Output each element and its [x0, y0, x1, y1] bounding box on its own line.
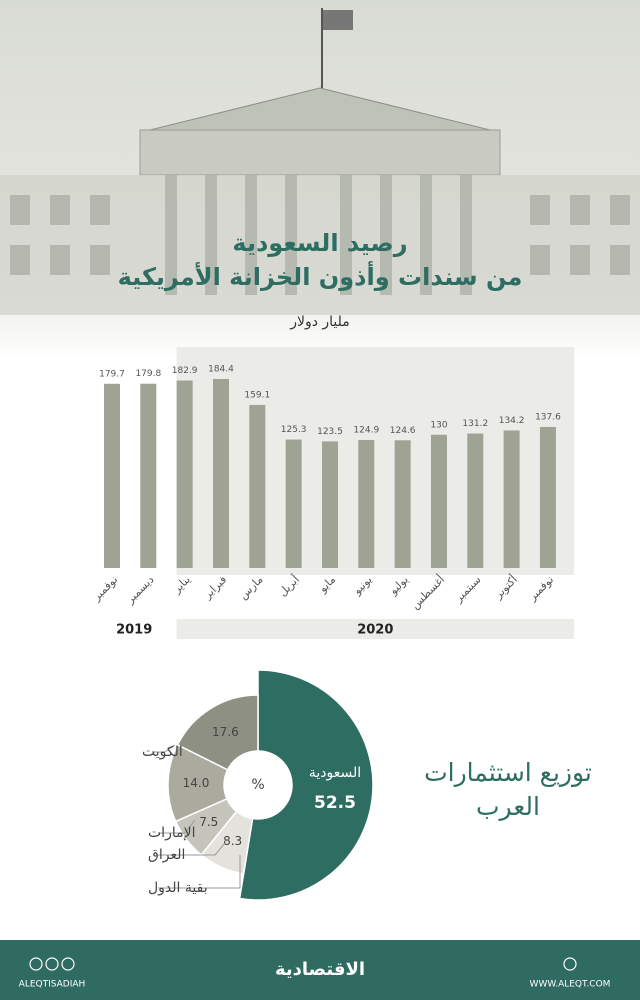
bar	[176, 380, 193, 568]
value-label: 124.9	[353, 425, 379, 435]
footer	[0, 940, 640, 1000]
value-label: 184.4	[208, 364, 234, 374]
bar	[430, 434, 447, 568]
x-tick-label: سبتمبر	[451, 573, 483, 605]
x-tick-label: نوفمبر	[89, 573, 120, 604]
value-label: 137.6	[535, 412, 561, 422]
leader-line	[152, 744, 176, 753]
donut-title: توزيع استثمارات العرب	[424, 758, 592, 821]
value-label: 17.6	[212, 725, 239, 739]
footer-url: WWW.ALEQT.COM	[530, 980, 611, 990]
value-label: 134.2	[499, 416, 525, 426]
value-label: 123.5	[317, 427, 343, 437]
category-label: السعودية	[309, 765, 361, 781]
x-tick-label: يونيو	[350, 573, 375, 598]
x-tick-label: أبريل	[275, 572, 302, 599]
value-label: 131.2	[462, 419, 488, 429]
year-band	[176, 619, 575, 639]
x-tick-label: فبراير	[200, 573, 229, 602]
center-label: %	[251, 777, 264, 793]
year-label: 2020	[357, 623, 393, 638]
bar	[104, 383, 120, 568]
chart-title: رصيد السعودية	[232, 229, 407, 257]
header-illustration	[0, 0, 640, 360]
footer-handle: ALEQTISADIAH	[19, 980, 86, 990]
x-tick-label: نوفمبر	[525, 573, 556, 604]
bar	[539, 426, 556, 568]
bar	[321, 441, 338, 568]
value-label: 179.8	[135, 369, 161, 379]
bar	[140, 383, 157, 568]
bar	[249, 404, 266, 568]
bar	[212, 378, 229, 568]
category-label: الإمارات	[148, 825, 195, 841]
x-tick-label: أكتوبر	[491, 572, 520, 601]
chart-title: من سندات وأذون الخزانة الأمريكية	[118, 261, 523, 291]
category-label: العراق	[148, 847, 185, 863]
bar	[285, 439, 302, 568]
donut-chart: 52.5 السعودية 8.3 بقية الدول 7.5 العراق 14.0 ال…	[142, 669, 374, 901]
bar	[358, 439, 375, 568]
value-label: 179.7	[99, 369, 125, 379]
x-tick-label: مايو	[316, 573, 339, 596]
bar-chart: 2019 2020 179.7 نوفمبر 179.8 ديسمبر 182.9 يناير…	[89, 347, 575, 639]
x-tick-label: أغسطس	[408, 572, 447, 611]
chart-subtitle: مليار دولار	[289, 314, 350, 330]
value-label: 124.6	[390, 426, 416, 436]
bar	[467, 433, 484, 568]
value-label: 159.1	[244, 390, 270, 400]
value-label: 14.0	[183, 776, 210, 790]
value-label: 52.5	[314, 793, 356, 813]
x-tick-label: ديسمبر	[123, 573, 157, 607]
bar	[503, 430, 520, 568]
value-label: 125.3	[281, 425, 307, 435]
category-label: الكويت	[142, 744, 183, 760]
footer-brand: الاقتصادية	[275, 959, 365, 980]
value-label: 130	[430, 420, 447, 430]
bar	[394, 440, 411, 568]
x-tick-label: مارس	[237, 573, 266, 602]
year-label: 2019	[116, 623, 152, 638]
category-label: بقية الدول	[148, 880, 208, 896]
donut-hole	[224, 751, 292, 819]
value-label: 8.3	[223, 834, 242, 848]
leader-line	[158, 842, 226, 856]
leader-line	[158, 855, 241, 889]
value-label: 182.9	[172, 366, 198, 376]
leader-line	[158, 819, 196, 834]
x-tick-label: يوليو	[386, 573, 411, 598]
x-tick-label: يناير	[170, 573, 193, 596]
value-label: 7.5	[199, 815, 218, 829]
